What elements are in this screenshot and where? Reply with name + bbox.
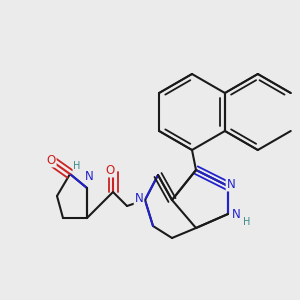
Text: N: N — [226, 178, 236, 190]
Text: H: H — [243, 217, 251, 227]
Text: O: O — [105, 164, 115, 176]
Text: H: H — [73, 161, 81, 171]
Text: N: N — [85, 169, 93, 182]
Text: N: N — [232, 208, 240, 220]
Text: O: O — [46, 154, 56, 166]
Text: N: N — [135, 191, 143, 205]
